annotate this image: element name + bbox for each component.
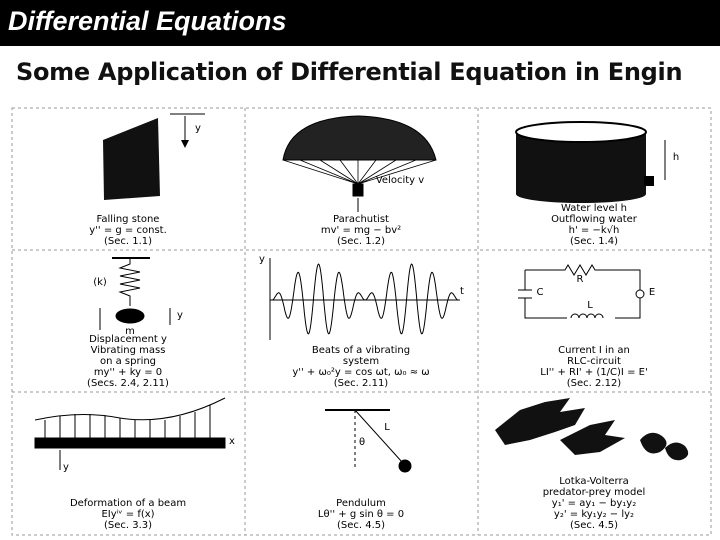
- falling-stone: y: [103, 113, 205, 200]
- label: h: [673, 152, 679, 163]
- subtitle: Some Application of Differential Equatio…: [16, 58, 683, 86]
- caption-line: (Sec. 2.11): [334, 378, 389, 389]
- caption-line: Lotka-Volterra: [559, 476, 628, 487]
- label: y: [63, 462, 69, 473]
- circuit: R L C E: [518, 264, 655, 319]
- caption-line: Pendulum: [336, 498, 386, 509]
- caption-line: (Sec. 1.4): [570, 236, 618, 247]
- caption-line: EIyⁱᵛ = f(x): [101, 509, 154, 520]
- label: C: [537, 287, 544, 298]
- label: x: [229, 436, 235, 447]
- caption-line: Beats of a vibrating: [312, 345, 410, 356]
- caption-line: Deformation of a beam: [70, 498, 186, 509]
- spring-mass: (k) m y: [93, 257, 183, 337]
- caption-line: Current I in an: [558, 345, 630, 356]
- caption-line: (Sec. 2.12): [567, 378, 622, 389]
- caption-line: system: [343, 356, 379, 367]
- header-bar: Differential Equations: [0, 0, 720, 46]
- caption-line: Falling stone: [97, 214, 160, 225]
- caption-line: (Sec. 3.3): [104, 520, 152, 531]
- label: θ: [359, 437, 365, 448]
- caption-line: y'' = g = const.: [89, 225, 167, 236]
- label: y: [177, 310, 183, 321]
- caption-line: (Sec. 1.1): [104, 236, 152, 247]
- caption-line: Outflowing water: [551, 214, 638, 225]
- caption-line: Lθ'' + g sin θ = 0: [318, 509, 404, 520]
- caption-line: LI'' + RI' + (1/C)I = E': [540, 367, 647, 378]
- predator-prey: [495, 398, 689, 461]
- caption-line: y₂' = ky₁y₂ − ly₂: [554, 509, 634, 520]
- beam: x y: [34, 397, 235, 473]
- parachutist: Velocity v: [282, 115, 437, 212]
- label: Velocity v: [376, 175, 424, 186]
- caption-line: (Sec. 1.2): [337, 236, 385, 247]
- beats: y t: [259, 254, 464, 340]
- title: Differential Equations: [8, 6, 287, 36]
- label: t: [460, 286, 464, 297]
- label: y: [195, 123, 201, 134]
- caption-line: Displacement y: [89, 334, 167, 345]
- caption-line: mv' = mg − bv²: [321, 225, 401, 236]
- caption-line: (Sec. 4.5): [337, 520, 385, 531]
- label: E: [649, 287, 655, 298]
- label: y: [259, 254, 265, 265]
- caption-line: my'' + ky = 0: [94, 367, 162, 378]
- label: L: [384, 422, 390, 433]
- label: R: [577, 274, 584, 285]
- caption-line: Parachutist: [333, 214, 389, 225]
- label: (k): [93, 277, 107, 288]
- caption-line: (Secs. 2.4, 2.11): [87, 378, 169, 389]
- pendulum: θ L: [325, 409, 412, 473]
- caption-line: y₁' = ay₁ − by₁y₂: [552, 498, 636, 509]
- caption-line: y'' + ω₀²y = cos ωt, ω₀ ≈ ω: [292, 367, 429, 378]
- label: L: [587, 300, 593, 311]
- caption-line: h' = −k√h: [569, 225, 620, 236]
- water-tank: h: [515, 121, 679, 203]
- caption-line: Water level h: [561, 203, 627, 214]
- caption-line: (Sec. 4.5): [570, 520, 618, 531]
- caption-line: Vibrating mass: [91, 345, 166, 356]
- caption-line: on a spring: [100, 356, 156, 367]
- grid-lines: [11, 107, 712, 536]
- caption-line: RLC-circuit: [567, 356, 621, 367]
- caption-line: predator-prey model: [543, 487, 646, 498]
- label: m: [125, 326, 135, 337]
